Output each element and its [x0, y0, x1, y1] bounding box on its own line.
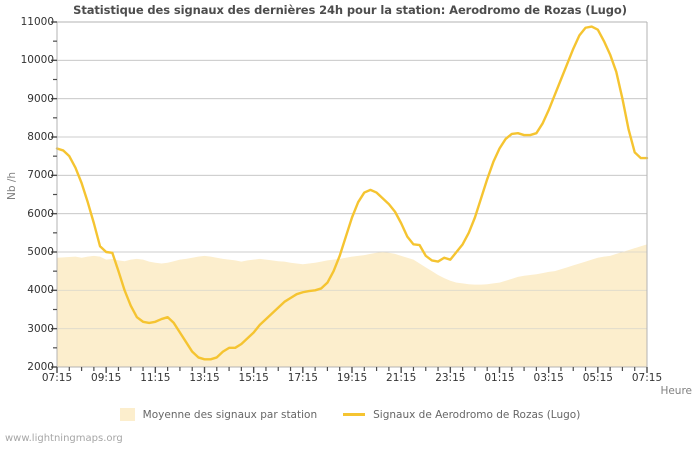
x-tick-label: 15:15 [238, 372, 269, 384]
legend-label-average: Moyenne des signaux par station [142, 408, 318, 421]
legend-line-swatch-icon [343, 413, 366, 416]
y-tick-label: 4000 [27, 284, 54, 297]
legend-item-station[interactable]: Signaux de Aerodromo de Rozas (Lugo) [343, 409, 580, 421]
line-series-station [55, 25, 649, 361]
y-tick-label: 8000 [27, 131, 54, 143]
x-tick-label: 19:15 [336, 372, 368, 384]
chart-legend: Moyenne des signaux par station Signaux … [0, 408, 700, 421]
y-tick-label: 7000 [27, 169, 54, 182]
x-tick-label: 11:15 [140, 372, 171, 384]
x-tick-label: 09:15 [91, 372, 122, 384]
x-tick-label: 01:15 [484, 372, 515, 384]
x-tick-label: 03:15 [533, 372, 564, 384]
y-tick-label: 10000 [20, 54, 54, 67]
y-tick-label: 11000 [20, 16, 54, 28]
x-tick-label: 13:15 [189, 372, 220, 384]
x-tick-label: 21:15 [386, 372, 417, 384]
y-axis-tick-labels: 2000 3000 4000 5000 6000 7000 8000 9000 10000 110… [0, 0, 54, 450]
area-series-average [57, 244, 647, 367]
x-axis-label: Heure [660, 385, 692, 397]
legend-item-average[interactable]: Moyenne des signaux par station [119, 408, 318, 421]
x-tick-label: 07:15 [41, 372, 73, 384]
y-tick-label: 5000 [27, 246, 54, 258]
legend-area-swatch-icon [119, 408, 135, 421]
y-tick-label: 2000 [27, 361, 54, 373]
watermark: www.lightningmaps.org [5, 433, 123, 444]
y-tick-label: 3000 [27, 322, 54, 335]
y-tick-label: 9000 [27, 92, 54, 105]
x-tick-label: 07:15 [631, 372, 663, 384]
chart-title: Statistique des signaux des dernières 24… [73, 3, 627, 17]
x-tick-label: 23:15 [435, 372, 466, 384]
y-tick-label: 6000 [27, 207, 54, 220]
x-tick-label: 05:15 [582, 372, 613, 384]
legend-label-station: Signaux de Aerodromo de Rozas (Lugo) [373, 408, 581, 421]
x-tick-label: 17:15 [287, 372, 318, 384]
